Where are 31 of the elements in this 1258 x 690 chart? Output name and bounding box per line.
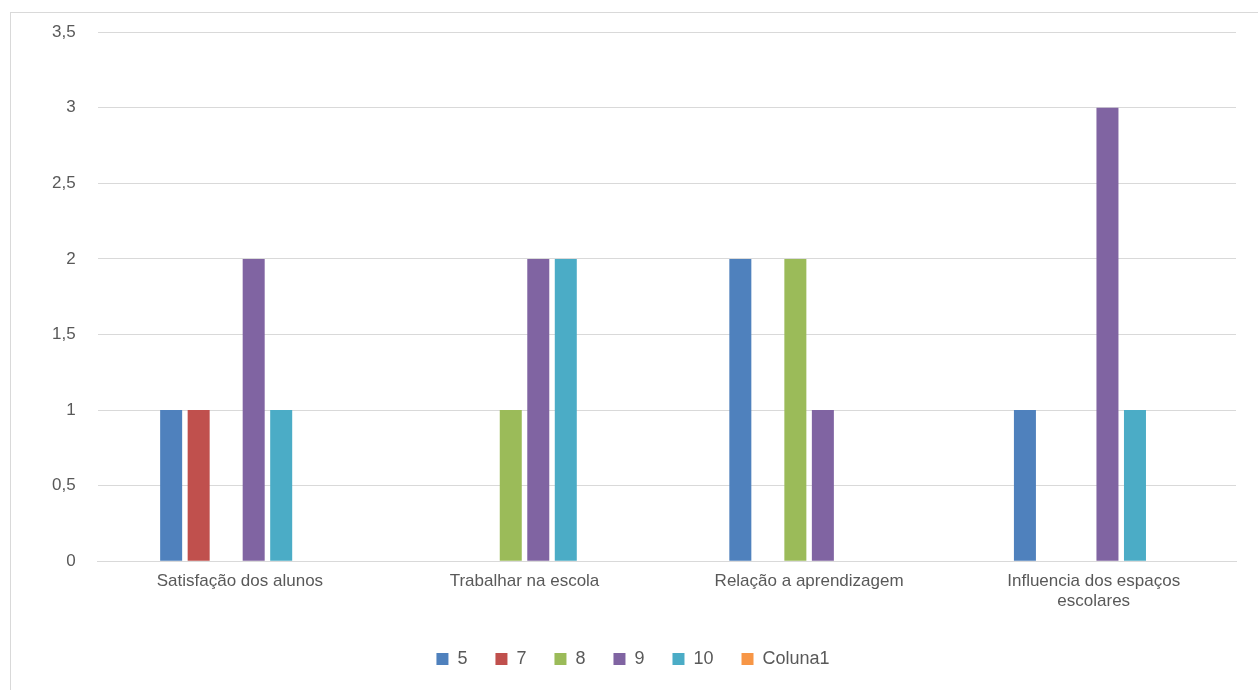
bar xyxy=(242,258,265,561)
bar xyxy=(784,258,807,561)
legend-label: 10 xyxy=(693,647,714,668)
bar xyxy=(1096,107,1119,561)
bar xyxy=(527,258,550,561)
y-tick-label: 1 xyxy=(66,399,76,419)
bar xyxy=(499,410,522,561)
y-tick-label: 2,5 xyxy=(51,173,76,193)
bar xyxy=(1123,410,1146,561)
x-tick-label: Relação a aprendizagem xyxy=(714,571,904,591)
y-tick-label: 3,5 xyxy=(51,21,76,41)
x-tick-label: Satisfação dos alunos xyxy=(156,571,324,591)
bar xyxy=(554,258,577,561)
bar xyxy=(811,410,834,561)
legend-label: 8 xyxy=(575,647,586,668)
bar xyxy=(160,410,183,561)
y-tick-label: 0,5 xyxy=(51,475,76,495)
legend-label: 7 xyxy=(516,647,527,668)
y-tick-label: 0 xyxy=(66,550,76,570)
bar xyxy=(187,410,210,561)
bar xyxy=(1013,410,1036,561)
x-tick-label: Influencia dos espaços escolares xyxy=(1007,571,1181,611)
legend-label: 5 xyxy=(457,647,468,668)
legend-label: Coluna1 xyxy=(762,647,830,668)
y-tick-label: 3 xyxy=(66,97,76,117)
x-tick-label: Trabalhar na escola xyxy=(449,571,600,591)
bar xyxy=(270,410,293,561)
y-tick-label: 1,5 xyxy=(51,324,76,344)
bar xyxy=(729,258,752,561)
y-tick-label: 2 xyxy=(66,248,76,268)
legend-label: 9 xyxy=(634,647,645,668)
